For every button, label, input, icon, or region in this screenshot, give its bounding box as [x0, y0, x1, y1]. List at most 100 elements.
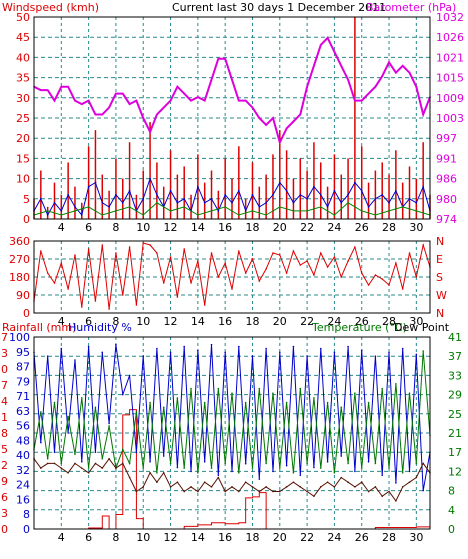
temperature-series-point — [313, 397, 315, 399]
temperature-series-point — [197, 472, 199, 474]
dewpoint-series-point — [162, 472, 165, 474]
humidity-series-point — [299, 474, 302, 477]
windspeed-tick-label: 20 — [16, 132, 30, 145]
dewpoint-series-point — [183, 490, 186, 493]
windspeed-average-series-point — [169, 189, 172, 192]
windspeed-low-series — [33, 202, 431, 216]
wind-direction-series-point — [197, 260, 199, 262]
barometer-series-point — [94, 113, 97, 116]
climate-panel-x-tick-label: 10 — [136, 531, 150, 544]
humidity-series-point — [422, 489, 424, 492]
temperature-series-point — [374, 462, 377, 465]
temperature-tick-label: 41 — [448, 331, 462, 344]
temperature-series-point — [340, 406, 343, 409]
humidity-series-point — [415, 353, 418, 356]
windspeed-tick-label: 45 — [16, 31, 30, 44]
humidity-series-point — [162, 455, 165, 457]
windspeed-average-series-point — [67, 193, 69, 196]
dewpoint-series-point — [94, 462, 97, 465]
dewpoint-series-point — [210, 486, 213, 488]
windspeed-tick-label: 50 — [16, 11, 30, 24]
windspeed-average-series-point — [326, 206, 329, 208]
humidity-tick-label: 0 — [23, 523, 30, 536]
temperature-series-point — [422, 350, 424, 352]
temperature-tick-label: 0 — [448, 523, 455, 536]
barometer-series-point — [278, 141, 281, 144]
windspeed-average-series-point — [381, 193, 384, 196]
windspeed-low-series-point — [347, 202, 349, 204]
barometer-tick-label: 986 — [436, 173, 457, 186]
windspeed-low-series-point — [183, 206, 186, 208]
windspeed-average-series-point — [60, 210, 63, 212]
wind-direction-series-point — [285, 272, 288, 274]
humidity-tick-label: 56 — [16, 420, 30, 433]
windspeed-low-series-point — [74, 210, 76, 212]
temperature-tick-label: 33 — [448, 369, 462, 382]
wind-direction-series-point — [326, 266, 329, 268]
direction-panel-x-tick-label: 26 — [355, 315, 369, 328]
temperature-series-point — [238, 472, 240, 474]
temperature-series-point — [142, 467, 145, 469]
dewpoint-series-point — [422, 462, 424, 465]
dewpoint-series-point — [333, 486, 336, 488]
compass-tick-label: N — [436, 307, 444, 320]
humidity-series-point — [231, 470, 233, 473]
temperature-series-point — [354, 392, 356, 394]
windspeed-average-series-point — [87, 185, 90, 188]
dewpoint-series-point — [67, 472, 69, 474]
barometer-series-point — [87, 99, 90, 102]
direction-panel-x-tick-label: 16 — [218, 315, 232, 328]
dewpoint-series-point — [278, 490, 281, 493]
wind-direction-series-point — [183, 248, 186, 250]
windspeed-low-series-point — [306, 210, 308, 212]
dewpoint-series-point — [326, 481, 329, 483]
barometer-series-point — [60, 85, 63, 88]
windspeed-average-series-point — [149, 177, 151, 180]
temperature-series-point — [203, 401, 206, 404]
climate-panel-x-tick-label: 30 — [409, 531, 423, 544]
wind-direction-series-point — [319, 252, 322, 254]
humidity-tick-label: 79 — [16, 375, 30, 388]
windspeed-average-series-point — [258, 206, 261, 208]
humidity-series-point — [292, 345, 295, 348]
humidity-series-point — [108, 422, 110, 425]
windspeed-tick-label: 35 — [16, 72, 30, 85]
wind-direction-series-point — [367, 284, 370, 286]
wind-direction-series-point — [67, 288, 69, 290]
windspeed-average-series-point — [408, 198, 411, 200]
wind-direction-series-point — [238, 250, 240, 252]
windspeed-average-series-point — [217, 210, 220, 212]
temperature-series-point — [40, 411, 42, 413]
humidity-series-point — [60, 347, 63, 350]
climate-panel-x-tick-label: 24 — [327, 531, 341, 544]
wind-direction-series-point — [142, 242, 145, 244]
chart-title: Current last 30 days 1 December 2011 — [172, 1, 386, 14]
temperature-series-point — [415, 462, 418, 465]
climate-panel-x-tick-label: 4 — [58, 531, 65, 544]
windspeed-average-series-point — [210, 198, 213, 200]
windspeed-low-series-point — [278, 206, 281, 208]
climate-panel-x-tick-label: 20 — [273, 531, 287, 544]
humidity-series-point — [149, 461, 151, 463]
temperature-series-point — [360, 467, 363, 469]
climate-panel-x-tick-label: 26 — [355, 531, 369, 544]
temperature-series — [33, 350, 431, 473]
windspeed-average-series-point — [333, 189, 336, 192]
climate-panel-x-tick-label: 28 — [382, 531, 396, 544]
dewpoint-series-point — [285, 486, 288, 488]
wind-direction-series-point — [306, 260, 308, 262]
barometer-series-point — [401, 64, 404, 67]
dewpoint-series-point — [388, 490, 390, 493]
barometer-tick-label: 1026 — [436, 31, 464, 44]
wind-direction-series-point — [128, 246, 131, 248]
temperature-series-point — [135, 411, 138, 413]
barometer-series-point — [408, 71, 411, 74]
dewpoint-series-point — [340, 476, 343, 479]
dewpoint-series-point — [367, 490, 370, 493]
barometer-series-point — [156, 113, 158, 116]
temperature-series-point — [74, 453, 76, 455]
humidity-tick-label: 100 — [9, 331, 30, 344]
temperature-series-point — [46, 457, 49, 460]
dewpoint-series-point — [176, 481, 179, 483]
rainfall-tick-label: 12 — [0, 459, 8, 472]
